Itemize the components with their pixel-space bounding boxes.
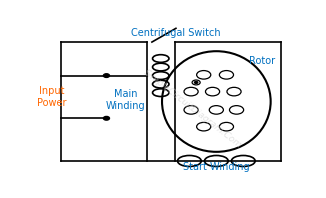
Text: Centrifugal Switch: Centrifugal Switch [131,28,221,38]
Text: Main
Winding: Main Winding [106,89,145,111]
Circle shape [195,82,198,83]
Text: Rotor: Rotor [249,56,275,66]
Circle shape [103,116,110,120]
Text: SimpleCircuitDiagram.Com: SimpleCircuitDiagram.Com [141,68,243,150]
Text: Start Winding: Start Winding [183,162,250,172]
Circle shape [103,74,110,77]
Text: Input
Power: Input Power [37,86,67,108]
